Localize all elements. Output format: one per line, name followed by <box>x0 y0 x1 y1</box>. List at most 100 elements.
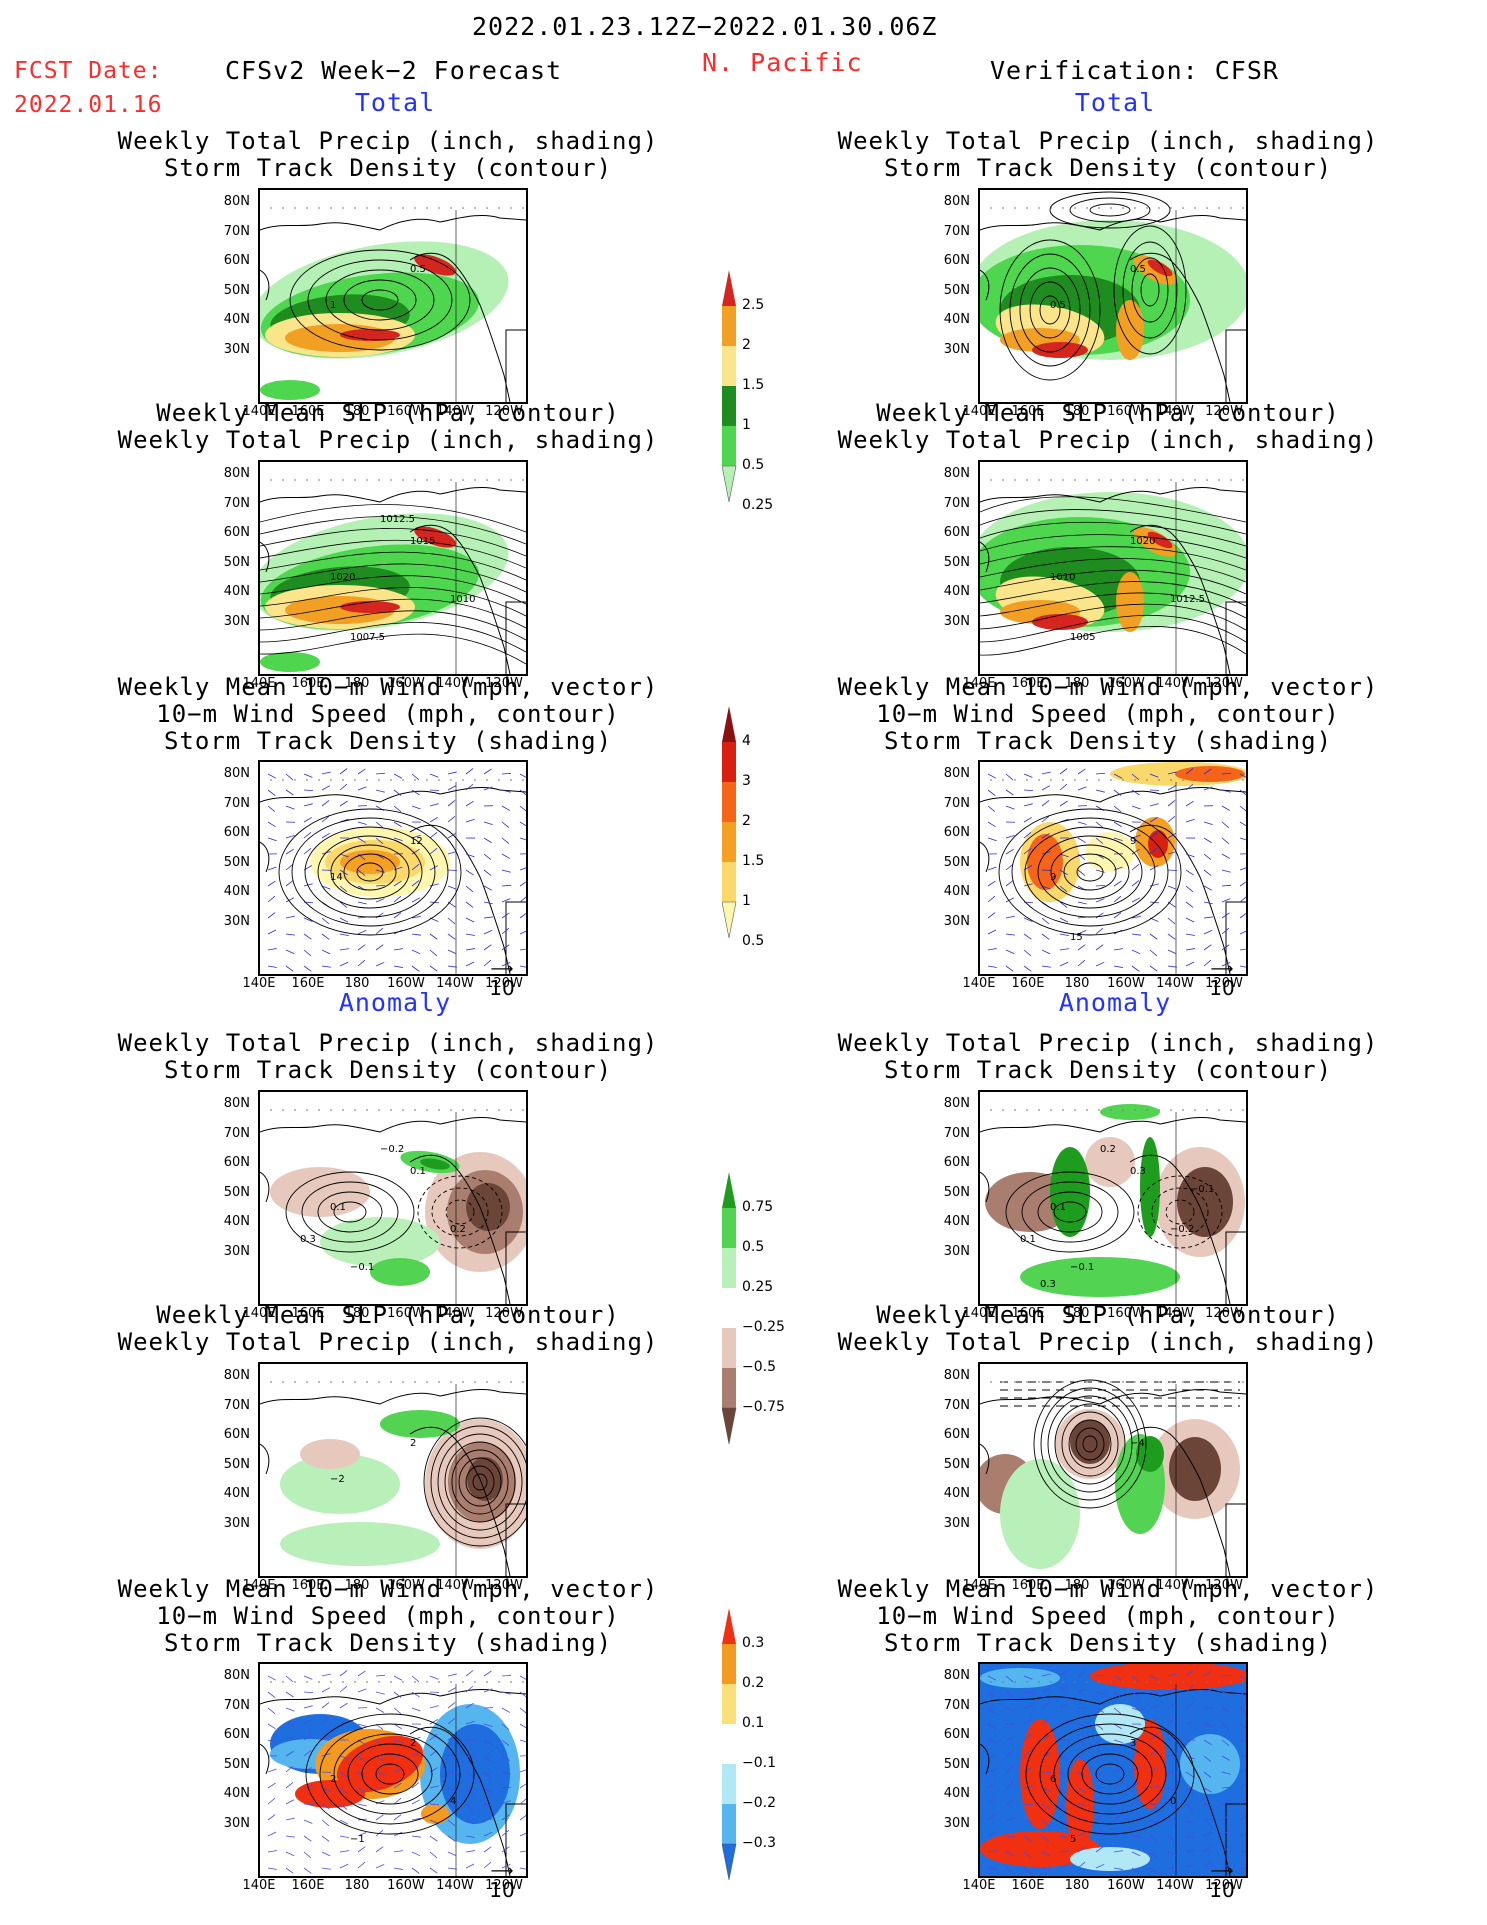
wind-vector <box>1113 773 1123 779</box>
wind-vector <box>411 1835 421 1838</box>
wind-vector <box>1185 1720 1195 1725</box>
wind-vector <box>1113 1768 1123 1773</box>
wind-vector <box>1239 1814 1246 1821</box>
wind-vector <box>285 1707 295 1712</box>
shaded-region <box>270 1167 370 1217</box>
wind-vector <box>1059 783 1068 791</box>
lon-tick-label: 180 <box>1064 1578 1090 1593</box>
wind-vector <box>339 901 348 908</box>
map-verification-anomaly-precip: 0.3 0.1 −0.1 −0.2 0.2 0.1 −0.1 0.3 <box>978 1090 1248 1306</box>
wind-vector <box>1095 772 1106 775</box>
wind-vector <box>1185 1850 1195 1853</box>
wind-vector <box>411 863 420 871</box>
contour-line <box>1075 1427 1105 1461</box>
wind-vector <box>285 933 295 936</box>
wind-vector <box>1221 1691 1231 1695</box>
contour-label: 1012.5 <box>380 514 415 525</box>
wind-vector <box>1131 789 1140 796</box>
wind-vector <box>375 1814 384 1821</box>
wind-vector <box>1149 1803 1159 1806</box>
wind-vector <box>1113 821 1122 828</box>
wind-vector <box>1239 805 1246 812</box>
shaded-region <box>1180 1734 1240 1794</box>
lon-tick-label: 180 <box>344 404 370 419</box>
wind-vector <box>1149 773 1159 778</box>
wind-vector <box>465 1787 474 1795</box>
wind-vector <box>411 1782 420 1789</box>
wind-vector <box>483 853 492 861</box>
wind-vector <box>447 1835 456 1842</box>
wind-vector <box>303 917 313 922</box>
wind-vector <box>465 1755 475 1760</box>
wind-vector <box>1203 1861 1212 1869</box>
wind-vector <box>483 1755 492 1763</box>
wind-vector <box>483 837 492 844</box>
colorbar-label: −0.1 <box>742 1755 776 1771</box>
wind-vector <box>483 944 492 951</box>
wind-vector <box>1095 821 1104 828</box>
wind-vector <box>1041 785 1051 791</box>
wind-vector <box>393 895 402 903</box>
verification-title: Verification: CFSR <box>990 56 1279 85</box>
lat-tick-label: 40N <box>943 584 970 599</box>
colorbar-label: 0.25 <box>742 497 774 513</box>
wind-vector <box>447 771 457 775</box>
map-canvas: −4 <box>980 1379 1246 1576</box>
wind-vector <box>375 898 385 903</box>
wind-vector <box>1041 1753 1051 1757</box>
panel-title: Weekly Mean SLP (hPa, contour) Weekly Tot… <box>837 399 1379 454</box>
colorbar-label: 2 <box>742 337 751 353</box>
map-canvas: 9 9 15 <box>980 762 1246 974</box>
wind-vector <box>1059 1803 1068 1810</box>
wind-vector <box>429 1803 439 1806</box>
wind-vector <box>375 1707 385 1713</box>
wind-vector <box>519 773 526 778</box>
isobar <box>260 551 526 581</box>
wind-vector <box>1185 818 1195 823</box>
colorbar-cap <box>722 465 737 503</box>
wind-vector <box>465 1670 474 1677</box>
wind-vector <box>429 1675 439 1680</box>
lat-tick-label: 40N <box>943 1486 970 1501</box>
wind-vector <box>1221 962 1231 967</box>
wind-vector <box>987 1850 997 1853</box>
wind-vector <box>1239 1850 1246 1853</box>
wind-vector <box>519 805 526 812</box>
wind-vector <box>1113 1814 1122 1821</box>
shaded-region <box>280 1522 440 1566</box>
wind-vector <box>1113 948 1123 951</box>
wind-vector <box>357 1846 366 1853</box>
lon-tick-label: 120W <box>485 1878 523 1893</box>
wind-vector <box>519 1814 526 1821</box>
arrow-right-icon: ⟶ <box>490 1861 514 1880</box>
map-verification-anomaly-wind: 3 6 5 0 <box>978 1662 1248 1878</box>
wind-vector <box>1221 869 1231 873</box>
wind-vector <box>1041 1851 1051 1857</box>
contour-line <box>1033 1379 1147 1509</box>
wind-vector <box>339 1835 349 1839</box>
wind-vector <box>1239 965 1246 968</box>
lon-tick-label: 140W <box>1156 976 1194 991</box>
wind-vector <box>1005 1799 1015 1805</box>
map-canvas: 3 6 5 0 <box>980 1664 1246 1876</box>
wind-vector <box>1005 1765 1014 1773</box>
contour-label: 0.1 <box>1020 1234 1036 1245</box>
wind-vector <box>267 1707 276 1715</box>
contour-line <box>444 1441 516 1523</box>
wind-vector <box>1059 933 1069 937</box>
wind-vector <box>1203 1818 1213 1821</box>
lon-tick-label: 120W <box>1205 1578 1243 1593</box>
lat-tick-label: 30N <box>223 341 250 357</box>
wind-vector <box>429 1691 440 1693</box>
isobar <box>980 509 1246 535</box>
contour-label: 1020 <box>1130 536 1155 547</box>
wind-vector <box>501 944 510 951</box>
wind-vector <box>267 1850 277 1853</box>
wind-vector <box>1077 1846 1086 1853</box>
wind-vector <box>429 832 438 839</box>
wind-vector <box>519 896 526 903</box>
wind-vector <box>1041 1787 1051 1792</box>
wind-vector <box>501 789 511 793</box>
contour-label: 15 <box>1070 932 1083 943</box>
wind-vector <box>483 901 493 905</box>
